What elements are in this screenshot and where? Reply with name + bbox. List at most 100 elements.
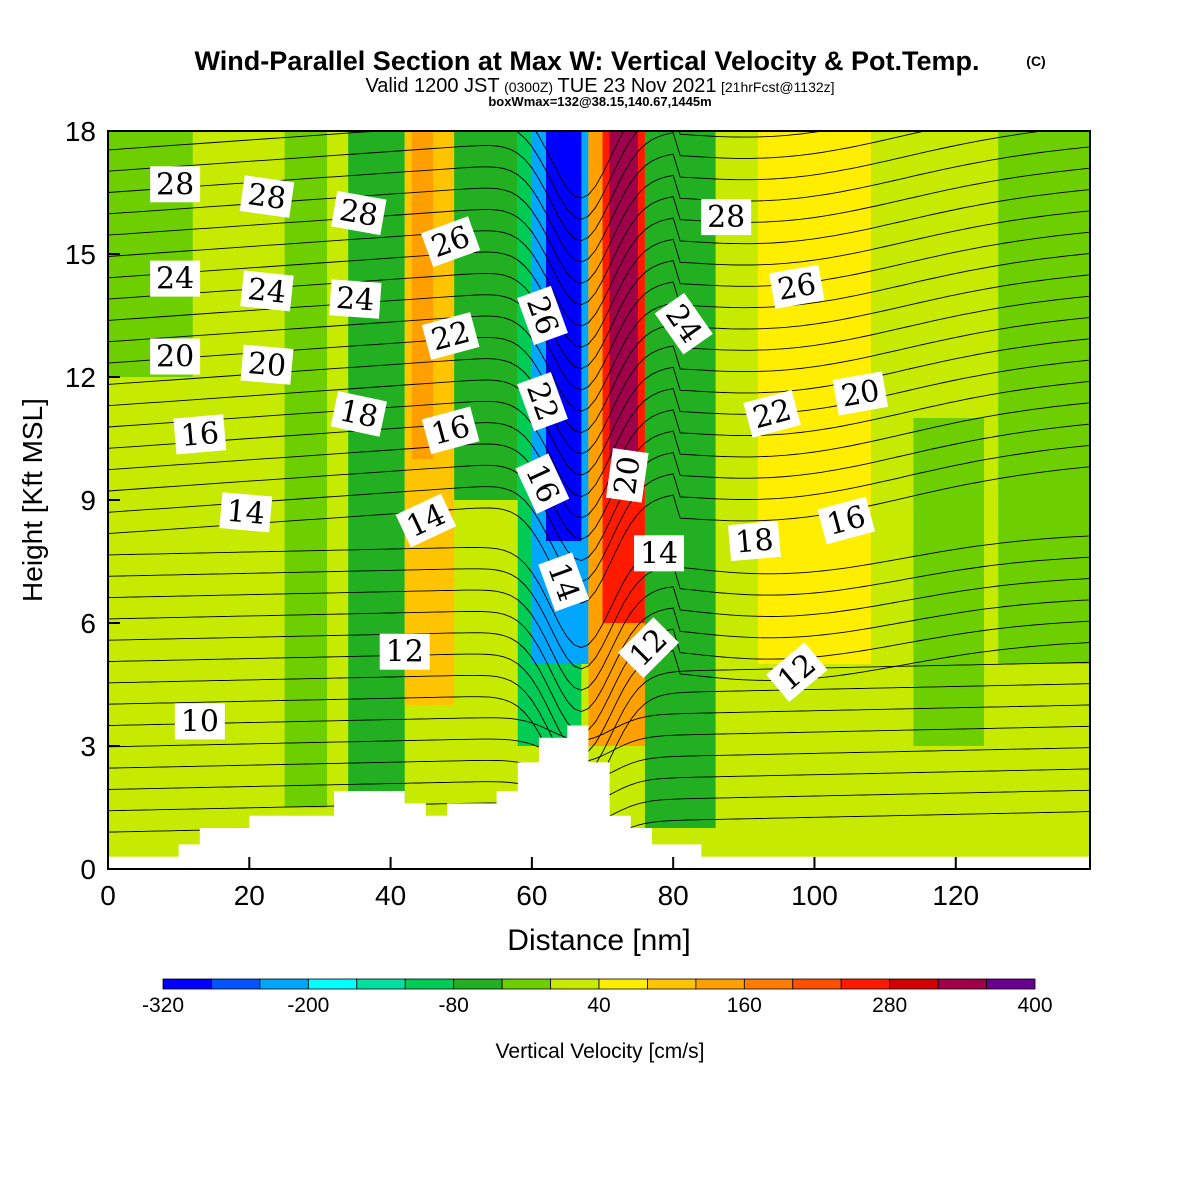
contour-label-text: 28 bbox=[156, 167, 194, 202]
contour-label-box bbox=[701, 199, 752, 236]
colorbar-swatch bbox=[211, 978, 261, 990]
theta-contour-line bbox=[108, 189, 1090, 327]
contour-label-box bbox=[329, 279, 382, 319]
velocity-band bbox=[348, 131, 405, 828]
colorbar-tick-label: 280 bbox=[872, 994, 907, 1017]
contour-label-box bbox=[331, 190, 387, 236]
x-tick-label: 120 bbox=[932, 880, 979, 911]
colorbar-swatch bbox=[259, 978, 309, 990]
velocity-band bbox=[609, 131, 638, 459]
colorbar-swatch bbox=[162, 978, 212, 990]
y-tick-label: 0 bbox=[80, 854, 96, 885]
contour-label-box bbox=[330, 391, 387, 437]
contour-label-box bbox=[727, 520, 781, 562]
y-axis-ticks: 0 3 6 9 12 15 18 bbox=[65, 116, 120, 885]
contour-label: 28 bbox=[150, 166, 201, 203]
theta-contour-line bbox=[108, 661, 1090, 776]
x-tick-label: 80 bbox=[658, 880, 689, 911]
colorbar-swatch bbox=[356, 978, 406, 990]
contour-label-box bbox=[173, 414, 227, 455]
colorbar-swatch bbox=[598, 978, 648, 990]
contour-label-box bbox=[239, 175, 295, 218]
colorbar-swatch bbox=[695, 978, 745, 990]
contour-label: 28 bbox=[331, 190, 387, 236]
contour-label-box bbox=[174, 703, 225, 740]
velocity-band bbox=[411, 131, 433, 459]
copyright-mark: (C) bbox=[1026, 53, 1045, 69]
contour-label-text: 14 bbox=[640, 536, 678, 571]
contour-label-box bbox=[240, 344, 294, 385]
contour-label-box bbox=[743, 390, 801, 438]
contour-label: 10 bbox=[174, 703, 225, 740]
theta-contour-line bbox=[108, 167, 1090, 306]
theta-contour-line bbox=[108, 578, 1090, 691]
x-tick-label: 100 bbox=[791, 880, 838, 911]
chart-title: Wind-Parallel Section at Max W: Vertical… bbox=[195, 46, 980, 76]
theta-contour-line bbox=[108, 535, 1090, 649]
contour-label-text: 20 bbox=[608, 454, 648, 497]
valid-time-line: Valid 1200 JST (0300Z) TUE 23 Nov 2021 [… bbox=[365, 75, 834, 97]
colorbar-swatch bbox=[501, 978, 551, 990]
contour-label: 14 bbox=[634, 535, 685, 572]
contour-label-text: 18 bbox=[734, 522, 775, 560]
contour-label: 24 bbox=[150, 260, 201, 297]
contour-label: 20 bbox=[150, 338, 201, 375]
contour-label-box bbox=[219, 492, 273, 533]
contour-label: 14 bbox=[538, 552, 590, 612]
x-tick-label: 60 bbox=[516, 880, 547, 911]
contour-label: 16 bbox=[173, 414, 227, 455]
colorbar-swatch bbox=[840, 978, 891, 990]
contour-label-text: 28 bbox=[337, 193, 381, 234]
contour-label: 24 bbox=[240, 270, 294, 312]
theta-contour-line bbox=[108, 131, 826, 220]
y-tick-label: 9 bbox=[80, 485, 96, 516]
contour-label-text: 20 bbox=[156, 340, 194, 375]
y-tick-label: 12 bbox=[65, 362, 96, 393]
contour-label-text: 20 bbox=[246, 346, 287, 384]
theta-contour-line bbox=[108, 466, 1090, 604]
contour-label-box bbox=[654, 292, 713, 355]
contour-label: 18 bbox=[330, 391, 387, 437]
x-tick-label: 40 bbox=[375, 880, 406, 911]
contour-label: 24 bbox=[329, 279, 382, 319]
colorbar-swatch bbox=[453, 978, 503, 990]
contour-label-box bbox=[517, 285, 568, 346]
contour-label-text: 24 bbox=[156, 262, 194, 297]
contour-label-text: 24 bbox=[335, 281, 376, 319]
colorbar-tick-label: -200 bbox=[287, 994, 329, 1017]
velocity-field bbox=[108, 131, 1090, 869]
contour-label-text: 20 bbox=[839, 373, 883, 414]
y-tick-label: 15 bbox=[65, 239, 96, 270]
contour-label: 16 bbox=[817, 496, 876, 545]
contour-label: 18 bbox=[727, 520, 781, 562]
contour-label-text: 12 bbox=[386, 635, 424, 670]
theta-contour-line bbox=[108, 210, 1090, 348]
theta-contour-line bbox=[108, 556, 1090, 670]
colorbar-swatch bbox=[937, 978, 987, 990]
contour-label-text: 28 bbox=[707, 200, 745, 235]
valid-prefix: Valid 1200 JST bbox=[365, 75, 499, 97]
x-axis-ticks: 0 20 40 60 80 100 120 bbox=[100, 857, 979, 911]
contour-label-text: 14 bbox=[225, 494, 266, 532]
contour-label-box bbox=[420, 216, 481, 268]
contour-label-text: 16 bbox=[179, 416, 220, 454]
theta-contour-line bbox=[108, 338, 1090, 476]
colorbar-swatch bbox=[647, 978, 697, 990]
contour-label-box bbox=[605, 448, 649, 503]
contour-label: 28 bbox=[701, 199, 752, 236]
y-tick-label: 6 bbox=[80, 608, 96, 639]
velocity-band bbox=[644, 131, 716, 828]
colorbar-swatch bbox=[550, 978, 600, 990]
theta-contour-line bbox=[108, 131, 927, 242]
contour-label-box bbox=[379, 633, 430, 670]
contour-label-box bbox=[515, 453, 570, 514]
contour-label-box bbox=[150, 260, 201, 297]
boxwmax-line: boxWmax=132@38.15,140.67,1445m bbox=[488, 94, 711, 109]
x-tick-label: 0 bbox=[100, 880, 116, 911]
contour-label: 20 bbox=[240, 344, 294, 385]
colorbar-swatch bbox=[792, 978, 842, 990]
colorbar-swatch bbox=[404, 978, 455, 990]
theta-contour-line bbox=[108, 704, 1090, 741]
valid-date: TUE 23 Nov 2021 bbox=[558, 75, 717, 97]
